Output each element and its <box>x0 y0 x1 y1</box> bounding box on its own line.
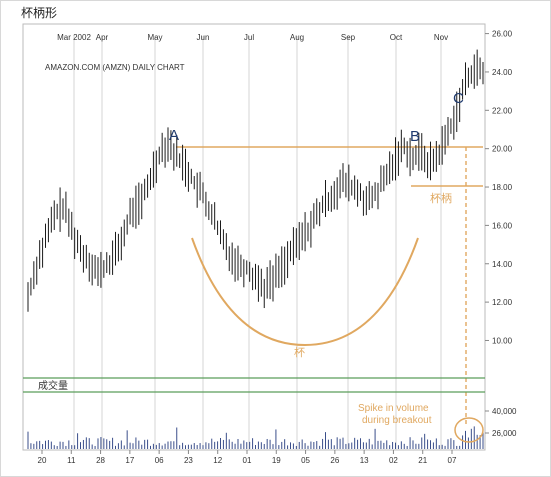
price-tick-label: 22.00 <box>492 106 513 115</box>
date-axis: 20 11 28 17 06 23 12 01 19 05 26 13 02 21 07 <box>38 450 457 465</box>
month-label: Aug <box>290 33 304 42</box>
price-tick-label: 10.00 <box>492 336 513 345</box>
chart-title: AMAZON.COM (AMZN) DAILY CHART <box>45 63 185 72</box>
volume-note-line1: Spike in volume <box>358 403 429 414</box>
price-candles <box>27 49 484 312</box>
volume-label: 成交量 <box>38 379 68 392</box>
month-label: Apr <box>96 33 109 42</box>
price-tick-label: 14.00 <box>492 260 513 269</box>
date-tick-label: 06 <box>155 456 164 465</box>
point-a: A <box>169 127 179 144</box>
volume-axis: 40,000 26,000 <box>485 407 517 438</box>
date-tick-label: 11 <box>67 456 76 465</box>
volume-tick-label: 40,000 <box>492 407 517 416</box>
date-tick-label: 21 <box>418 456 427 465</box>
date-tick-label: 02 <box>389 456 398 465</box>
price-tick-label: 18.00 <box>492 183 513 192</box>
month-label: Jul <box>244 33 254 42</box>
date-tick-label: 19 <box>272 456 281 465</box>
point-b: B <box>410 128 420 145</box>
date-tick-label: 26 <box>330 456 339 465</box>
date-tick-label: 05 <box>301 456 310 465</box>
month-label: Jun <box>197 33 210 42</box>
plot-area <box>22 23 486 451</box>
date-tick-label: 01 <box>243 456 252 465</box>
date-tick-label: 07 <box>448 456 457 465</box>
point-c: C <box>453 90 464 107</box>
price-tick-label: 20.00 <box>492 145 513 154</box>
price-tick-label: 12.00 <box>492 298 513 307</box>
date-tick-label: 17 <box>125 456 134 465</box>
month-label: Oct <box>390 33 403 42</box>
month-label: Mar 2002 <box>57 33 91 42</box>
volume-note-line2: during breakout <box>362 415 432 426</box>
price-tick-label: 16.00 <box>492 221 513 230</box>
month-label: May <box>147 33 162 42</box>
volume-bars <box>27 426 484 449</box>
price-tick-label: 26.00 <box>492 30 513 39</box>
volume-tick-label: 26,000 <box>492 429 517 438</box>
date-tick-label: 28 <box>96 456 105 465</box>
date-tick-label: 23 <box>184 456 193 465</box>
volume-spike-circle <box>454 417 484 443</box>
price-axis: 26.00 24.00 22.00 20.00 18.00 16.00 14.00 12.00… <box>485 30 513 345</box>
date-tick-label: 12 <box>213 456 222 465</box>
cup-label: 杯 <box>294 345 305 359</box>
price-tick-label: 24.00 <box>492 68 513 77</box>
date-tick-label: 20 <box>38 456 47 465</box>
date-tick-label: 13 <box>360 456 369 465</box>
month-label: Sep <box>341 33 356 42</box>
month-grid <box>73 36 442 450</box>
month-label: Nov <box>434 33 448 42</box>
header-title: 杯柄形 <box>21 6 57 20</box>
cup-curve <box>191 237 419 347</box>
month-labels: Mar 2002 Apr May Jun Jul Aug Sep Oct Nov <box>57 33 448 42</box>
handle-label: 杯柄 <box>430 191 452 205</box>
